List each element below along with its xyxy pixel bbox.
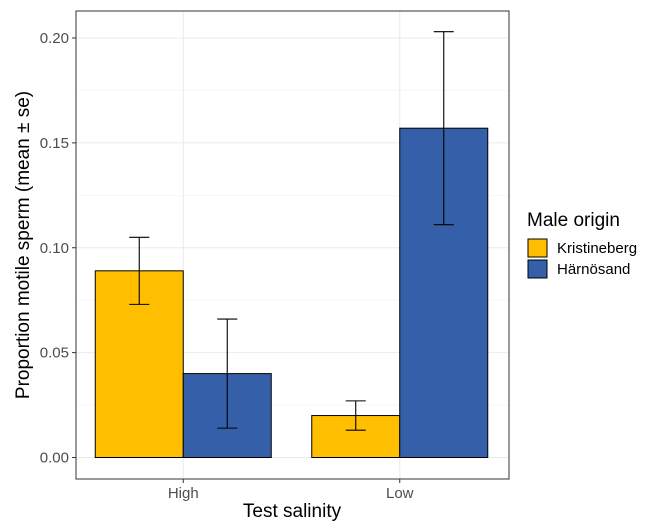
legend-swatch-1 [527,238,548,258]
error-bar [217,318,238,429]
error-bars [129,31,454,431]
x-axis-title: Test salinity [243,501,342,521]
legend-title: Male origin [527,210,620,231]
y-tick-label: 0.10 [40,240,69,257]
y-tick-label: 0.05 [40,345,69,362]
plot-panel-border [75,10,510,480]
x-tick-label: Low [386,485,414,502]
legend-label-2: Härnösand [557,261,630,278]
y-tick-label: 0.20 [40,30,69,47]
y-tick-label: 0.00 [40,450,69,467]
legend-label-1: Kristineberg [557,240,637,257]
bars [94,127,489,459]
legend-swatch-2 [527,259,548,279]
axes: 0.00 0.05 0.10 0.15 0.20 High Low [40,30,414,502]
y-axis-title: Proportion motile sperm (mean ± se) [13,91,34,399]
x-tick-label: High [168,485,199,502]
error-bar [129,236,150,305]
legend: Male origin Kristineberg Härnösand [527,210,637,279]
error-bar [433,31,454,226]
error-bar [345,400,366,431]
y-tick-label: 0.15 [40,135,69,152]
